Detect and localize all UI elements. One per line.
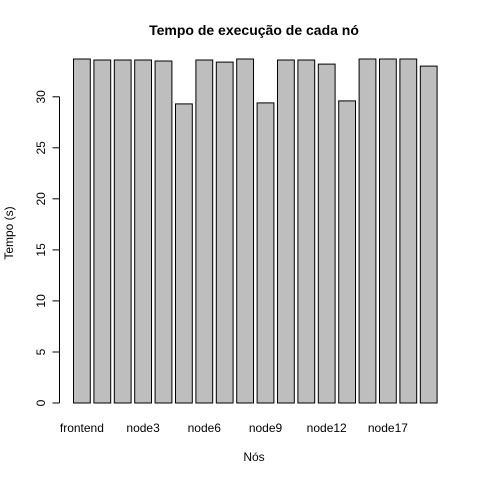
y-axis: 0 5 10 15 20 25 30 (34, 90, 60, 406)
bar-frontend (73, 58, 91, 404)
bar-node5 (175, 103, 193, 404)
bar-node19 (419, 65, 438, 404)
bar-node8 (236, 58, 254, 404)
y-axis-label: Tempo (s) (2, 206, 16, 259)
bar-node2 (113, 59, 132, 404)
y-tick-label-20: 20 (34, 192, 48, 206)
x-tick-label-node17: node17 (368, 421, 408, 435)
y-tick-label-10: 10 (34, 294, 48, 308)
bar-node12 (317, 63, 336, 404)
y-tick-label-5: 5 (34, 348, 48, 355)
x-tick-label-node6: node6 (188, 421, 222, 435)
bar-node6 (195, 59, 214, 404)
bar-node7 (215, 61, 234, 404)
x-tick-label-node9: node9 (249, 421, 283, 435)
x-tick-label-frontend: frontend (60, 421, 104, 435)
y-tick-label-25: 25 (34, 141, 48, 155)
chart-title: Tempo de execução de cada nó (149, 22, 359, 38)
bars-group (73, 58, 438, 404)
bar-node9 (256, 102, 275, 404)
y-tick-label-0: 0 (34, 399, 48, 406)
bar-node1 (93, 59, 112, 404)
bar-node10 (277, 59, 295, 404)
bar-node4 (154, 60, 173, 404)
y-tick-label-30: 30 (34, 90, 48, 104)
x-axis-labels: frontend node3 node6 node9 node12 node17 (60, 421, 408, 435)
bar-node11 (297, 59, 316, 404)
x-axis-label: Nós (243, 450, 264, 464)
bar-node14 (358, 58, 377, 404)
bar-node13 (338, 100, 357, 404)
bar-node17 (379, 58, 397, 404)
bar-node18 (399, 58, 418, 404)
x-tick-label-node3: node3 (126, 421, 160, 435)
y-tick-label-15: 15 (34, 243, 48, 257)
bar-node3 (134, 59, 152, 404)
x-tick-label-node12: node12 (307, 421, 347, 435)
